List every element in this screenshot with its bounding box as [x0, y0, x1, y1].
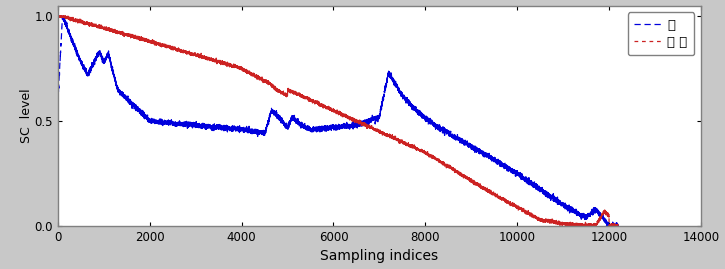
코 — [94, 52, 102, 55]
손 끝 — [561, 224, 570, 228]
코 — [320, 127, 328, 130]
손 끝 — [190, 53, 199, 56]
코 — [62, 24, 70, 28]
Line: 손 끝: 손 끝 — [58, 16, 618, 226]
Legend: 코, 손 끝: 코, 손 끝 — [628, 12, 695, 55]
Line: 코: 코 — [58, 16, 618, 226]
코 — [357, 121, 366, 125]
X-axis label: Sampling indices: Sampling indices — [320, 249, 439, 263]
손 끝 — [94, 25, 102, 29]
손 끝 — [191, 54, 200, 57]
코 — [191, 123, 200, 126]
코 — [614, 223, 623, 226]
손 끝 — [357, 122, 366, 125]
코 — [54, 98, 62, 102]
손 끝 — [320, 105, 328, 108]
코 — [58, 15, 67, 18]
코 — [190, 122, 199, 125]
코 — [602, 224, 611, 228]
손 끝 — [614, 224, 623, 228]
손 끝 — [54, 15, 62, 18]
Y-axis label: SC  level: SC level — [20, 89, 33, 143]
손 끝 — [62, 16, 70, 19]
